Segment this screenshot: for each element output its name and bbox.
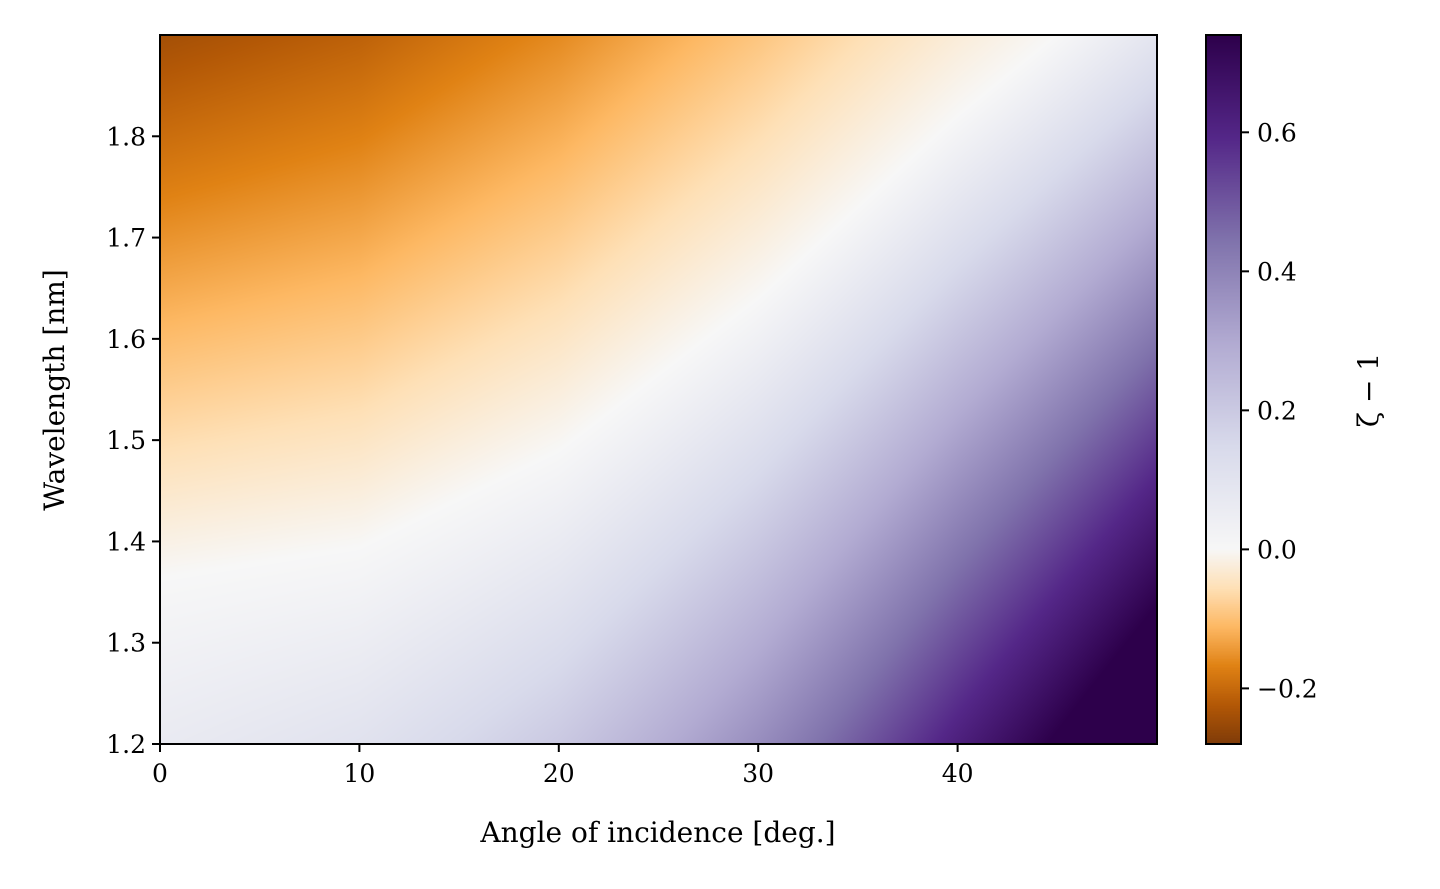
colorbar-frame (1205, 34, 1242, 745)
y-tick-label: 1.6 (106, 325, 146, 354)
heatmap-image (160, 35, 1157, 744)
y-tick-label: 1.8 (106, 122, 146, 151)
colorbar-ticks: −0.2 0.0 0.2 0.4 0.6 (1241, 118, 1318, 703)
x-axis-ticks: 0 10 20 30 40 (152, 744, 974, 788)
x-tick-label: 30 (742, 759, 774, 788)
x-tick-label: 20 (543, 759, 575, 788)
x-tick-label: 10 (343, 759, 375, 788)
y-tick-label: 1.7 (106, 224, 146, 253)
colorbar-gradient (1206, 35, 1241, 744)
y-axis-label: Wavelength [nm] (38, 269, 71, 511)
colorbar-tick-label: −0.2 (1257, 674, 1318, 703)
colorbar-tick-label: 0.2 (1257, 396, 1297, 425)
x-axis-label: Angle of incidence [deg.] (479, 816, 835, 849)
colorbar (1206, 35, 1241, 744)
colorbar-tick-label: 0.0 (1257, 535, 1297, 564)
y-tick-label: 1.2 (106, 730, 146, 759)
colorbar-tick-label: 0.4 (1257, 257, 1297, 286)
x-tick-label: 0 (152, 759, 168, 788)
heatmap-plot-area (160, 35, 1157, 744)
colorbar-tick-label: 0.6 (1257, 118, 1297, 147)
plot-frame (159, 34, 1158, 745)
y-axis-ticks: 1.2 1.3 1.4 1.5 1.6 1.7 1.8 (106, 122, 160, 759)
x-tick-label: 40 (942, 759, 974, 788)
y-tick-label: 1.4 (106, 527, 146, 556)
y-tick-label: 1.5 (106, 426, 146, 455)
y-tick-label: 1.3 (106, 629, 146, 658)
colorbar-label: ζ − 1 (1352, 353, 1385, 427)
